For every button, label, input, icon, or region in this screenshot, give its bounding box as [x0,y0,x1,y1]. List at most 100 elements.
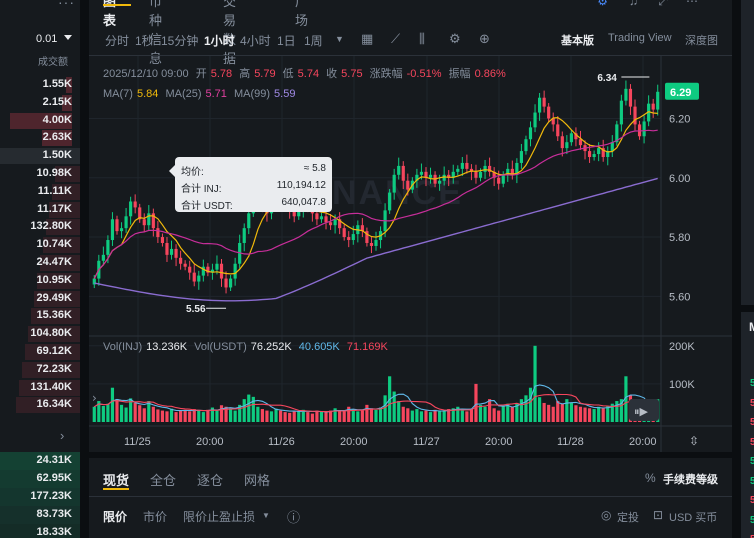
candle-body[interactable] [524,139,528,152]
tab-token-info[interactable]: 币种信息 [149,0,163,66]
candle-body[interactable] [515,162,519,175]
tab-isolated[interactable]: 逐仓 [197,473,224,488]
view-basic[interactable]: 基本版 [561,35,594,47]
volume-bar[interactable] [247,394,251,422]
orderbook-row[interactable]: 177.23K [0,488,80,506]
volume-bar[interactable] [438,411,442,422]
candle-body[interactable] [115,219,119,232]
volume-bar[interactable] [333,408,337,422]
volume-bar[interactable] [433,409,437,422]
volume-bar[interactable] [179,410,183,422]
volume-bar[interactable] [451,408,455,422]
candle-body[interactable] [219,263,224,279]
view-tradingview[interactable]: Trading View [608,32,672,44]
candle-body[interactable] [565,142,569,149]
candle-body[interactable] [206,266,210,273]
candle-body[interactable] [651,103,655,110]
candle-body[interactable] [106,240,110,255]
volume-bar[interactable] [392,391,396,422]
orderbook-row[interactable]: 10.74K [0,236,80,254]
orderbook-row[interactable]: 2.63K [0,129,80,147]
candle-body[interactable] [147,213,151,226]
order-type-market[interactable]: 市价 [143,510,168,524]
candle-body[interactable] [297,210,301,217]
candle-body[interactable] [606,151,610,158]
indicator-icon[interactable]: ⚙ [449,31,461,46]
more-icon[interactable]: ⋯ [686,0,698,8]
candle-body[interactable] [192,272,196,282]
candle-body[interactable] [601,148,605,158]
candle-body[interactable] [488,165,492,172]
orderbook-row[interactable]: 2.15K [0,94,80,112]
candle-body[interactable] [510,168,514,175]
volume-bar[interactable] [351,409,355,422]
orderbook-row[interactable]: 18.33K [0,524,80,538]
candle-body[interactable] [428,174,433,178]
volume-bar[interactable] [397,401,401,422]
orderbook-row[interactable]: 62.95K [0,470,80,488]
candle-body[interactable] [169,248,174,255]
candle-body[interactable] [447,174,451,178]
volume-bar[interactable] [319,411,324,422]
volume-bar[interactable] [565,399,569,422]
volume-bar[interactable] [215,410,219,422]
volume-bar[interactable] [378,407,383,422]
volume-bar[interactable] [592,409,596,422]
volume-bar[interactable] [256,406,260,422]
candlestick-icon[interactable]: ⫼ [419,31,425,46]
candle-body[interactable] [338,219,342,229]
candle-body[interactable] [292,210,296,217]
candle-body[interactable] [569,133,573,143]
volume-bar[interactable] [560,403,564,422]
candle-body[interactable] [642,121,646,137]
candle-body[interactable] [592,154,596,158]
bell-icon[interactable]: ♫ [629,0,638,8]
volume-bar[interactable] [515,402,519,422]
volume-bar[interactable] [483,406,487,422]
volume-bar[interactable] [510,406,514,422]
chevron-right-icon[interactable]: › [60,428,65,443]
candle-body[interactable] [610,142,614,152]
tf-line[interactable]: 分时 [105,34,130,48]
candle-body[interactable] [351,234,355,241]
candle-body[interactable] [369,242,374,246]
candle-body[interactable] [533,112,537,128]
volume-bar[interactable] [142,408,146,422]
candle-body[interactable] [374,240,378,246]
volume-bar[interactable] [347,406,351,422]
candle-body[interactable] [556,124,560,137]
target-icon[interactable]: ⊕ [479,31,490,46]
calendar-icon[interactable]: ▦ [361,31,374,46]
volume-bar[interactable] [133,402,137,422]
view-depth[interactable]: 深度图 [685,35,718,47]
volume-bar[interactable] [192,409,196,422]
volume-bar[interactable] [265,410,269,422]
candle-body[interactable] [138,207,142,220]
chevron-down-icon[interactable] [64,35,72,40]
candle-body[interactable] [392,174,396,193]
volume-bar[interactable] [574,405,578,422]
candle-body[interactable] [333,219,337,226]
candle-body[interactable] [497,177,501,184]
candle-body[interactable] [160,237,165,243]
candle-body[interactable] [129,201,133,217]
volume-bar[interactable] [183,409,187,422]
volume-bar[interactable] [310,413,314,422]
candle-body[interactable] [401,165,405,181]
volume-bar[interactable] [101,406,105,422]
volume-bar[interactable] [624,376,628,422]
volume-bar[interactable] [288,412,292,422]
volume-bar[interactable] [528,387,533,422]
volume-bar[interactable] [278,410,283,422]
candle-body[interactable] [615,124,619,143]
volume-bar[interactable] [188,411,192,422]
volume-bar[interactable] [206,409,210,422]
candle-body[interactable] [419,171,424,175]
auto-invest-icon[interactable]: ◎ [601,508,612,522]
volume-bar[interactable] [115,399,119,422]
candle-body[interactable] [133,201,137,208]
volume-bar[interactable] [229,408,233,422]
settings-icon[interactable]: ⚙ [597,0,608,8]
volume-bar[interactable] [428,412,433,422]
volume-bar[interactable] [474,383,478,422]
